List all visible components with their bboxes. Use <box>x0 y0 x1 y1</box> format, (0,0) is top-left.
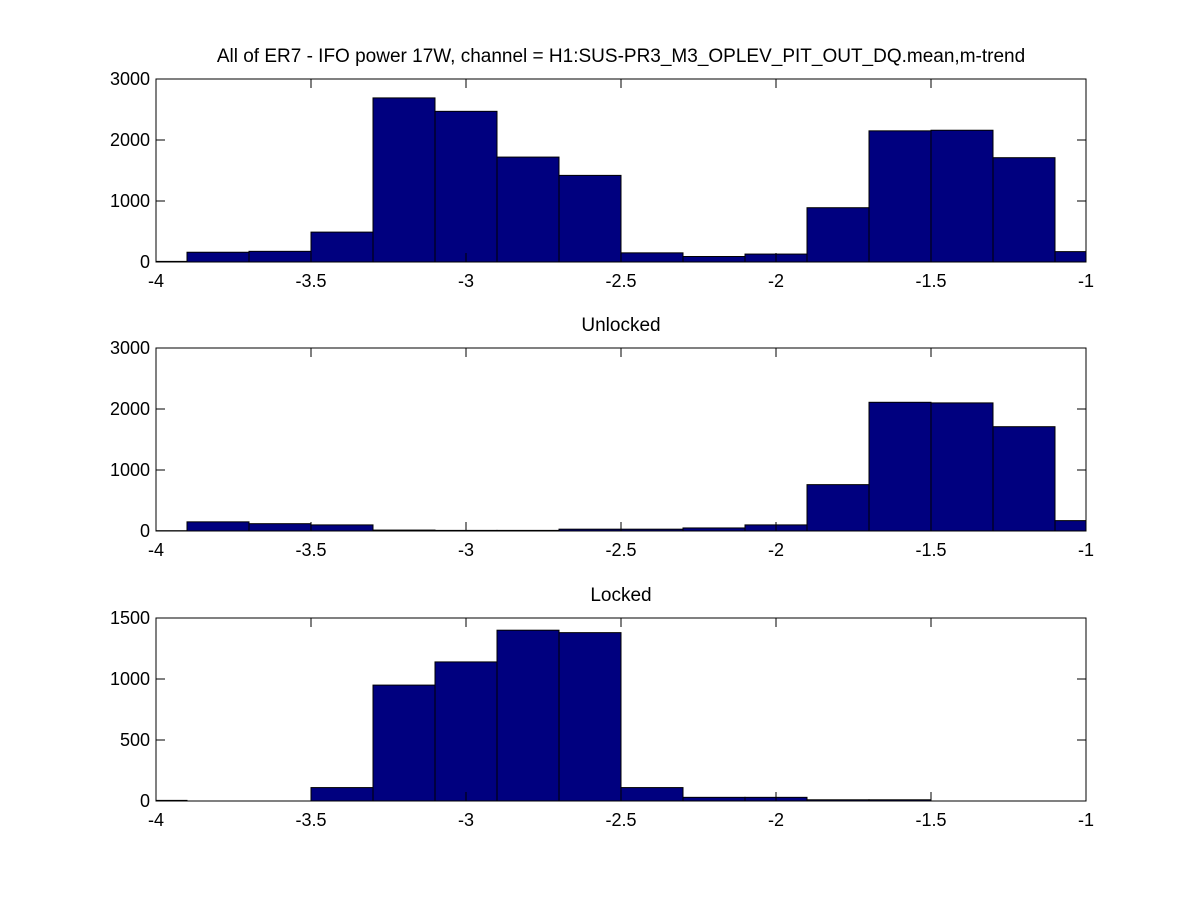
x-tick-label: -2 <box>768 540 784 560</box>
histogram-bar <box>620 252 684 263</box>
histogram-bar <box>868 401 932 532</box>
y-tick-label: 1000 <box>110 191 150 211</box>
x-tick-label: -4 <box>148 810 164 830</box>
histogram-bar <box>186 521 250 532</box>
histogram-bar <box>558 632 622 802</box>
histogram-panel-all-er7: -4 -3.5 -3 -2.5 -2 -1.5 -1 0 1000 2000 3000 All of … <box>110 46 1094 291</box>
histogram-bar <box>930 129 994 263</box>
y-tick-label: 3000 <box>110 69 150 89</box>
y-tick-label: 2000 <box>110 130 150 150</box>
histogram-bar <box>806 207 870 263</box>
x-tick-label: -3 <box>458 540 474 560</box>
x-tick-label: -3 <box>458 271 474 291</box>
histogram-bar <box>310 524 374 532</box>
y-tick-label: 2000 <box>110 399 150 419</box>
panel-title: All of ER7 - IFO power 17W, channel = H1… <box>217 46 1025 67</box>
histogram-bar <box>1054 251 1087 263</box>
x-tick-label: -1.5 <box>915 810 946 830</box>
histogram-bar <box>372 97 436 263</box>
x-tick-label: -1.5 <box>915 540 946 560</box>
y-tick-label: 1500 <box>110 608 150 628</box>
x-tick-label: -2 <box>768 810 784 830</box>
histogram-bar <box>496 156 560 263</box>
x-tick-label: -4 <box>148 540 164 560</box>
y-tick-label: 3000 <box>110 338 150 358</box>
x-tick-label: -1 <box>1078 540 1094 560</box>
x-tick-label: -1 <box>1078 810 1094 830</box>
x-tick-label: -2.5 <box>605 810 636 830</box>
histogram-bar <box>682 256 746 263</box>
x-tick-label: -1 <box>1078 271 1094 291</box>
histogram-bar <box>868 130 932 263</box>
histogram-bar <box>248 523 312 532</box>
histogram-bar <box>186 251 250 263</box>
histogram-bar <box>496 629 560 802</box>
histogram-bar <box>806 484 870 532</box>
x-tick-label: -3.5 <box>295 540 326 560</box>
x-tick-label: -1.5 <box>915 271 946 291</box>
panel-title: Unlocked <box>581 315 660 336</box>
y-tick-label: 1000 <box>110 669 150 689</box>
histogram-bar <box>558 174 622 263</box>
x-tick-label: -2 <box>768 271 784 291</box>
histogram-bar <box>310 787 374 802</box>
histogram-bar <box>434 110 498 263</box>
y-tick-label: 0 <box>140 252 150 272</box>
x-tick-label: -4 <box>148 271 164 291</box>
y-tick-label: 0 <box>140 521 150 541</box>
histogram-bar <box>248 250 312 263</box>
x-tick-label: -3.5 <box>295 810 326 830</box>
histogram-bar <box>992 426 1056 532</box>
x-tick-label: -2.5 <box>605 540 636 560</box>
x-tick-label: -2.5 <box>605 271 636 291</box>
y-tick-label: 0 <box>140 791 150 811</box>
panel-title: Locked <box>590 585 651 606</box>
histogram-panel-unlocked: -4 -3.5 -3 -2.5 -2 -1.5 -1 0 1000 2000 3000 Unlocke… <box>110 315 1094 560</box>
histogram-bar <box>620 787 684 802</box>
histogram-bar <box>1054 520 1087 532</box>
y-tick-label: 1000 <box>110 460 150 480</box>
histogram-bar <box>930 402 994 532</box>
histogram-bar <box>992 157 1056 263</box>
histogram-panel-locked: -4 -3.5 -3 -2.5 -2 -1.5 -1 0 500 1000 1500 Locked <box>110 585 1094 830</box>
x-tick-label: -3.5 <box>295 271 326 291</box>
x-tick-label: -3 <box>458 810 474 830</box>
histogram-bar <box>682 796 746 802</box>
histogram-bar <box>434 661 498 802</box>
histogram-bar <box>310 231 374 263</box>
histogram-bar <box>372 684 436 802</box>
y-tick-label: 500 <box>120 730 150 750</box>
